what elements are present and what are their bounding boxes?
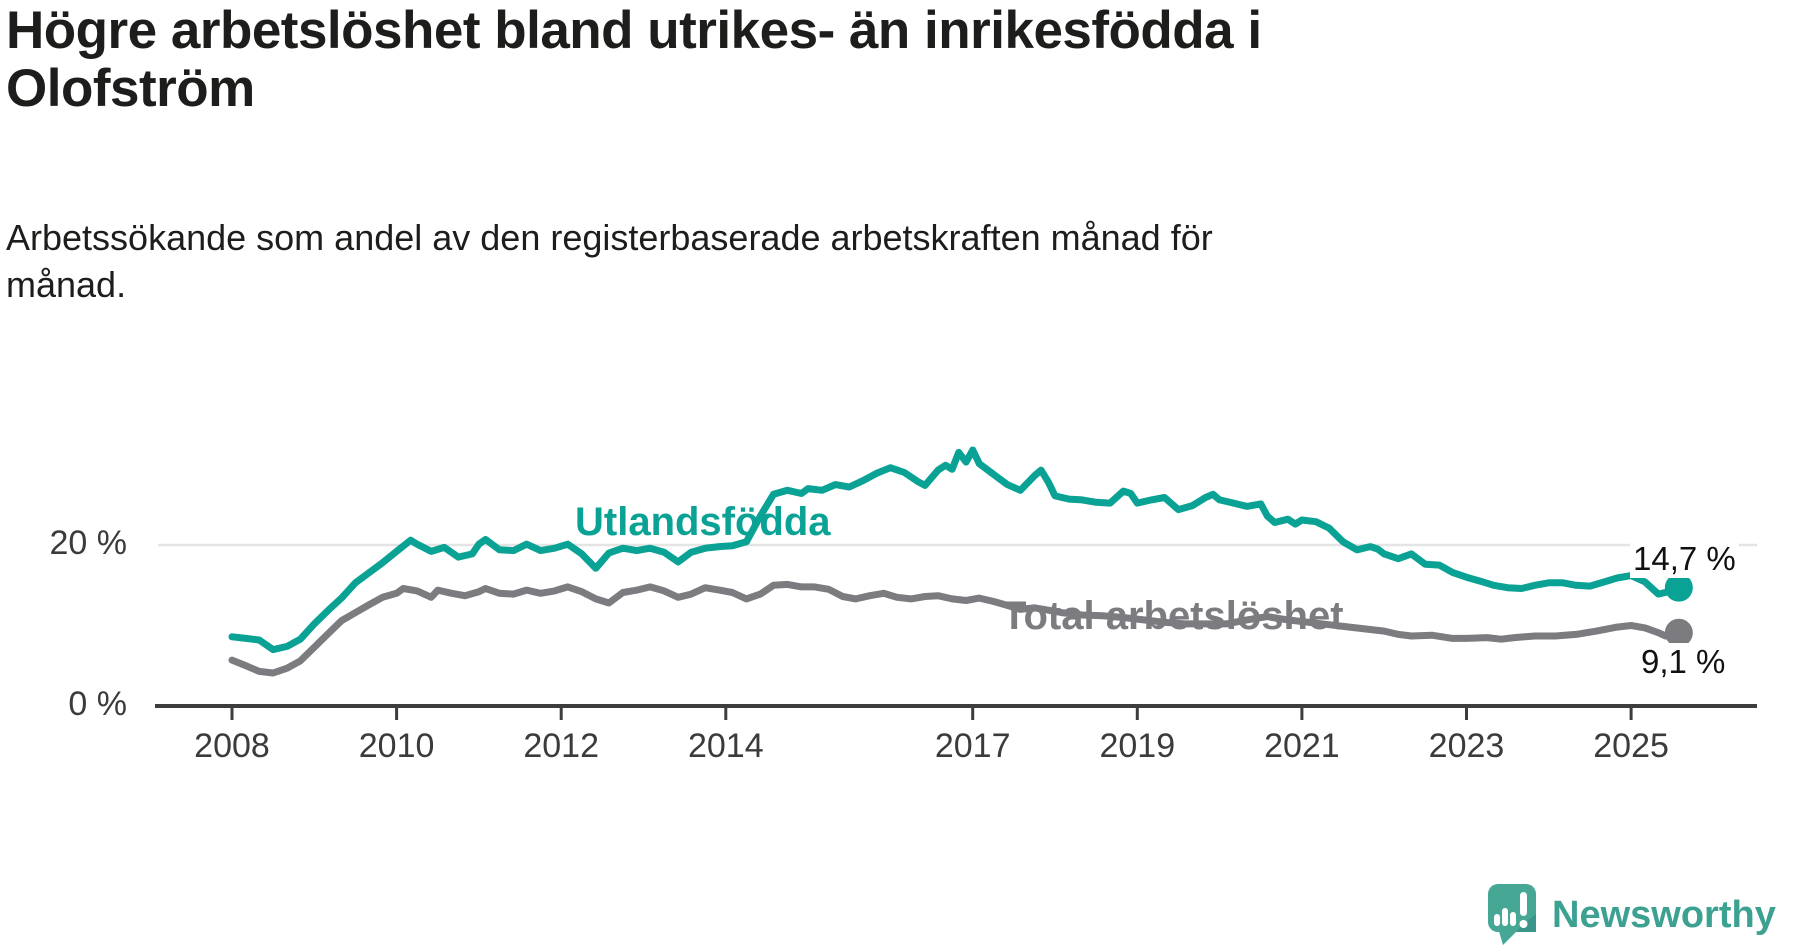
end-value-label-total: 9,1 % bbox=[1638, 643, 1729, 681]
series-line-0 bbox=[228, 446, 1683, 654]
x-tick-label-2008: 2008 bbox=[194, 727, 270, 765]
series-label-total-arbetsloshet: Total arbetslöshet bbox=[1002, 594, 1344, 638]
chart-title: Högre arbetslöshet bland utrikes- än inr… bbox=[6, 1, 1262, 118]
series-layer bbox=[228, 446, 1693, 677]
y-tick-label-20: 20 % bbox=[49, 524, 128, 562]
x-tick-label-2017: 2017 bbox=[934, 727, 1011, 765]
newsworthy-logo-text: Newsworthy bbox=[1552, 893, 1776, 936]
series-label-utlandsfodda: Utlandsfödda bbox=[575, 500, 831, 544]
x-tick-label-2019: 2019 bbox=[1099, 727, 1176, 765]
x-tick-label-2025: 2025 bbox=[1593, 727, 1669, 765]
newsworthy-logo-icon bbox=[1488, 884, 1536, 945]
axis-tick-layer bbox=[230, 706, 1633, 720]
x-tick-label-2021: 2021 bbox=[1264, 727, 1340, 765]
x-tick-label-2010: 2010 bbox=[358, 727, 435, 765]
y-tick-label-0: 0 % bbox=[68, 685, 127, 723]
x-tick-label-2012: 2012 bbox=[523, 727, 599, 765]
x-tick-label-2023: 2023 bbox=[1428, 727, 1505, 765]
series-end-dot-1 bbox=[1664, 618, 1693, 647]
series-end-dot-0 bbox=[1664, 573, 1693, 602]
newsworthy-logo: Newsworthy bbox=[1488, 884, 1776, 946]
chart-subtitle: Arbetssökande som andel av den registerb… bbox=[6, 217, 1213, 305]
end-value-label-utlandsfodda: 14,7 % bbox=[1630, 540, 1739, 578]
x-tick-label-2014: 2014 bbox=[687, 727, 764, 765]
series-line-1 bbox=[228, 580, 1683, 677]
